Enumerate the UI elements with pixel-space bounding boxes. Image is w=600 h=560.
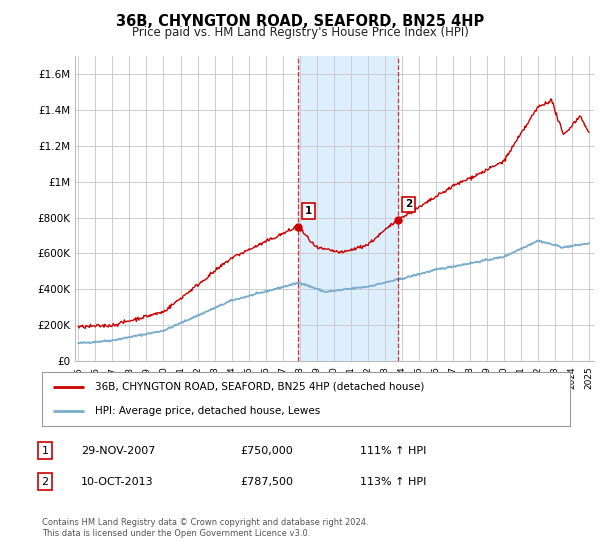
Text: 1: 1 — [41, 446, 49, 456]
Text: 2: 2 — [405, 199, 412, 209]
Text: 1: 1 — [305, 206, 312, 216]
Text: Contains HM Land Registry data © Crown copyright and database right 2024.: Contains HM Land Registry data © Crown c… — [42, 518, 368, 527]
Text: Price paid vs. HM Land Registry's House Price Index (HPI): Price paid vs. HM Land Registry's House … — [131, 26, 469, 39]
Text: 36B, CHYNGTON ROAD, SEAFORD, BN25 4HP: 36B, CHYNGTON ROAD, SEAFORD, BN25 4HP — [116, 14, 484, 29]
Text: 2: 2 — [41, 477, 49, 487]
Text: This data is licensed under the Open Government Licence v3.0.: This data is licensed under the Open Gov… — [42, 529, 310, 538]
Text: 113% ↑ HPI: 113% ↑ HPI — [360, 477, 427, 487]
Text: HPI: Average price, detached house, Lewes: HPI: Average price, detached house, Lewe… — [95, 406, 320, 416]
Text: 10-OCT-2013: 10-OCT-2013 — [81, 477, 154, 487]
Text: £787,500: £787,500 — [240, 477, 293, 487]
Text: 111% ↑ HPI: 111% ↑ HPI — [360, 446, 427, 456]
Text: £750,000: £750,000 — [240, 446, 293, 456]
Bar — [298, 56, 398, 361]
Text: 29-NOV-2007: 29-NOV-2007 — [81, 446, 155, 456]
Text: 36B, CHYNGTON ROAD, SEAFORD, BN25 4HP (detached house): 36B, CHYNGTON ROAD, SEAFORD, BN25 4HP (d… — [95, 382, 424, 392]
